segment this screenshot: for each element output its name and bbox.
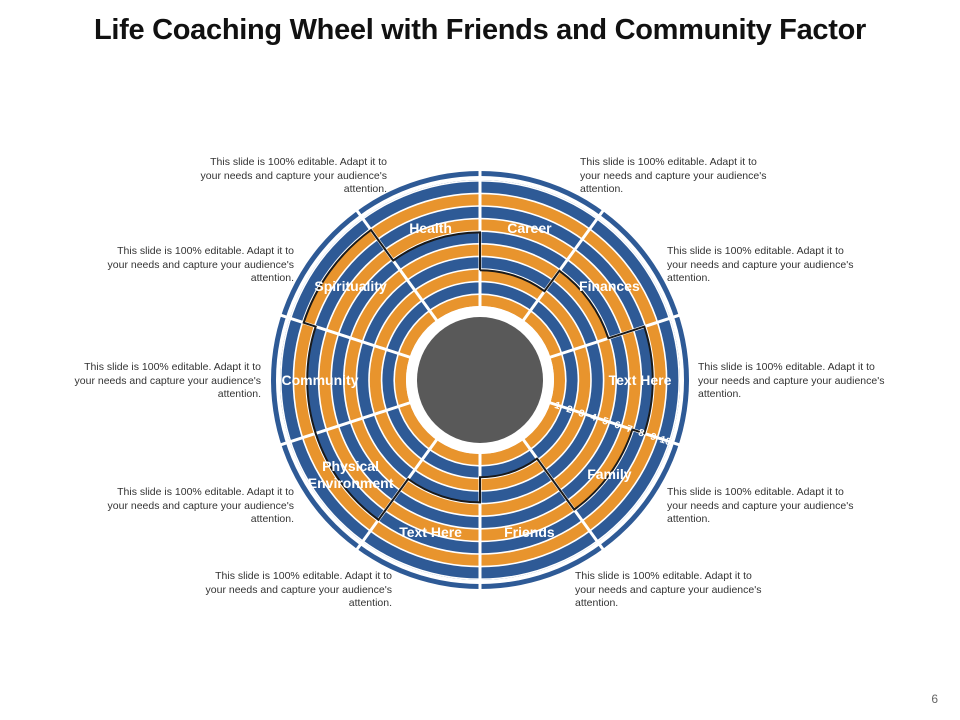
segment-label-physical-environment: Physical Environment — [308, 458, 394, 491]
scale-numbers: 1 2 3 4 5 6 7 8 9 10 — [553, 400, 673, 448]
segment-divider — [519, 207, 606, 325]
scale-number-10: 10 — [658, 434, 672, 448]
description-text-here-1: This slide is 100% editable. Adapt it to… — [698, 361, 885, 401]
segment-label-text-here: Text Here — [399, 524, 462, 540]
segment-label-spirituality: Spirituality — [314, 278, 387, 294]
description-friends: This slide is 100% editable. Adapt it to… — [575, 570, 762, 610]
description-spirituality: This slide is 100% editable. Adapt it to… — [107, 245, 294, 285]
segment-label-finances: Finances — [579, 278, 640, 294]
segment-label-family: Family — [587, 466, 632, 482]
slide-title: Life Coaching Wheel with Friends and Com… — [94, 14, 866, 46]
scale-number-8: 8 — [637, 427, 646, 439]
scale-number-1: 1 — [553, 400, 562, 412]
segment-label-friends: Friends — [504, 524, 555, 540]
slide-number: 6 — [931, 692, 938, 706]
segment-label-text-here: Text Here — [609, 372, 672, 388]
scale-number-6: 6 — [613, 420, 622, 432]
segment-divider — [277, 313, 414, 360]
description-family: This slide is 100% editable. Adapt it to… — [667, 486, 854, 526]
score-path — [302, 228, 654, 522]
description-health: This slide is 100% editable. Adapt it to… — [200, 156, 387, 196]
segment-divider — [277, 400, 414, 447]
description-community: This slide is 100% editable. Adapt it to… — [74, 361, 261, 401]
description-career: This slide is 100% editable. Adapt it to… — [580, 156, 767, 196]
scale-number-2: 2 — [565, 404, 574, 416]
description-physical-environment: This slide is 100% editable. Adapt it to… — [107, 486, 294, 526]
segment-divider — [354, 207, 441, 325]
segment-labels: Career Finances Text Here Family Friends Text… — [282, 220, 672, 540]
description-finances: This slide is 100% editable. Adapt it to… — [667, 245, 854, 285]
scale-number-7: 7 — [625, 423, 634, 435]
wheel-score-lines — [302, 228, 654, 522]
segment-label-health: Health — [409, 220, 452, 236]
center-disc — [417, 317, 543, 443]
scale-number-9: 9 — [649, 431, 658, 443]
description-text-here-2: This slide is 100% editable. Adapt it to… — [205, 570, 392, 610]
segment-label-community: Community — [282, 372, 359, 388]
scale-number-3: 3 — [577, 408, 586, 420]
segment-divider — [546, 400, 683, 447]
scale-number-4: 4 — [589, 412, 598, 424]
scale-number-5: 5 — [601, 416, 610, 428]
segment-label-career: Career — [507, 220, 552, 236]
